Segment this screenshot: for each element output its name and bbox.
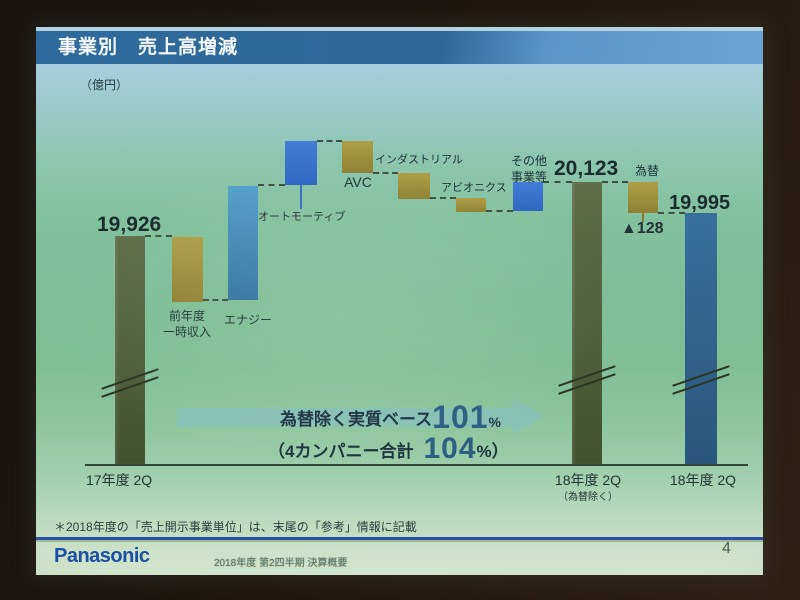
footnote: ＊2018年度の「売上開示事業単位」は、末尾の「参考」情報に記載	[54, 520, 417, 534]
axis-sublabel-ex-forex: （為替除く）	[558, 492, 618, 503]
axis-label-fy18-2q-ex-forex: 18年度 2Q	[554, 472, 622, 488]
bar-automotive	[285, 141, 317, 185]
bar-energy	[228, 186, 258, 300]
annotation-line1-value: 101	[432, 399, 489, 435]
axis-break-mark	[671, 365, 731, 395]
unit-label: （億円）	[80, 78, 129, 92]
panasonic-logo: Panasonic	[54, 545, 150, 567]
bar-forex	[628, 182, 658, 213]
connector	[543, 181, 572, 183]
axis-label-fy18-2q: 18年度 2Q	[669, 472, 737, 488]
leader-line-automotive	[300, 185, 302, 209]
leader-line-forex	[642, 213, 644, 222]
deck-title: 2018年度 第2四半期 決算概要	[214, 558, 348, 569]
bar-other-businesses	[513, 182, 543, 211]
annotation-line2-text: （4カンパニー合計	[268, 441, 414, 461]
connector	[373, 172, 398, 174]
annotation-line1-percent: %	[488, 414, 501, 430]
connector	[145, 235, 172, 237]
page-number: 4	[722, 540, 731, 557]
connector	[203, 299, 228, 301]
footer-divider	[36, 537, 763, 540]
axis-label-fy17-2q: 17年度 2Q	[86, 472, 153, 488]
connector	[486, 210, 513, 212]
projected-slide: 事業別 売上高増減 （億円） 19,926 20,123 19,995 ▲128…	[36, 27, 763, 575]
value-forex: ▲128	[621, 220, 664, 237]
connector	[317, 140, 342, 142]
bar-fy18-2q-ex-forex	[572, 182, 602, 465]
value-fy18-ex-forex: 20,123	[554, 157, 619, 180]
annotation-line2-percent: %）	[476, 441, 509, 461]
label-energy: エナジー	[223, 313, 272, 327]
label-avc: AVC	[344, 174, 372, 190]
bar-avionics	[456, 198, 486, 212]
label-prior-year-onetime: 前年度 一時収入	[162, 309, 211, 339]
axis-break-mark	[557, 365, 617, 395]
annotation-four-companies: （4カンパニー合計 104 %）	[268, 431, 509, 467]
connector	[258, 184, 285, 186]
label-avionics: アビオニクス	[441, 182, 507, 194]
growth-arrow-head-icon	[513, 398, 545, 434]
label-automotive: オートモーティブ	[258, 211, 346, 223]
annotation-real-basis: 為替除く実質ベース 101 %	[280, 399, 501, 435]
annotation-line1-text: 為替除く実質ベース	[280, 409, 433, 429]
x-axis-line	[85, 464, 748, 466]
label-forex: 為替	[634, 164, 659, 178]
annotation-line2-value: 104	[423, 432, 477, 465]
connector	[602, 181, 628, 183]
growth-arrow	[177, 408, 513, 427]
slide-title: 事業別 売上高増減	[58, 37, 239, 58]
bar-prior-year-onetime	[172, 237, 203, 302]
connector	[658, 212, 685, 214]
label-industrial: インダストリアル	[375, 154, 463, 166]
label-other-businesses: その他 事業等	[510, 154, 547, 184]
bar-avc	[342, 141, 373, 173]
connector	[430, 197, 456, 199]
value-fy18: 19,995	[669, 192, 731, 214]
value-fy17: 19,926	[97, 213, 162, 236]
bar-industrial	[398, 173, 430, 199]
bar-fy17-2q	[115, 236, 145, 465]
axis-break-mark	[100, 368, 160, 398]
bar-fy18-2q	[685, 213, 717, 465]
slide-title-bar: 事業別 売上高増減	[36, 31, 763, 64]
